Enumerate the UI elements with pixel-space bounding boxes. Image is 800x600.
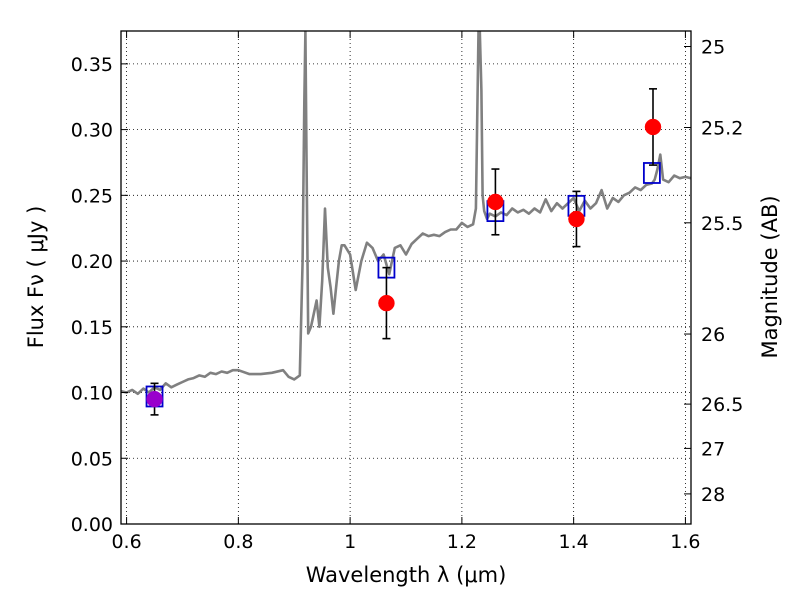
right-tick-label: 25.5 <box>701 213 743 235</box>
observed-point <box>644 118 662 136</box>
y-tick-label: 0.05 <box>71 448 113 470</box>
plot-frame <box>120 30 692 525</box>
right-axis-title: Magnitude (AB) <box>758 195 782 358</box>
observed-point <box>568 210 585 228</box>
observed-point <box>378 294 395 312</box>
right-tick-label: 25.2 <box>701 117 743 139</box>
model-photometry-square <box>642 162 661 184</box>
y-tick-label: 0.20 <box>71 251 113 273</box>
x-tick-label: 1 <box>344 531 356 553</box>
y-tick-label: 0.25 <box>71 185 113 207</box>
y-tick-label: 0.35 <box>71 54 113 76</box>
x-axis-title: Wavelength λ (μm) <box>306 563 507 587</box>
x-tick-label: 1.4 <box>559 531 589 553</box>
observed-point <box>146 390 163 408</box>
error-bars <box>146 88 662 416</box>
y-tick-label: 0.15 <box>71 317 113 339</box>
y-tick-label: 0.30 <box>71 120 113 142</box>
observed-point <box>487 193 504 211</box>
right-tick-label: 27 <box>701 438 725 460</box>
y-tick-label: 0.00 <box>71 514 113 536</box>
right-tick-label: 26 <box>701 324 725 346</box>
right-tick-label: 25 <box>701 37 725 59</box>
axes: 0.6 0.8 1 1.2 1.4 1.6 0.00 0.05 0.10 0.15 0.20 0.25… <box>71 31 743 553</box>
plot-data <box>121 31 691 408</box>
grid-lines <box>121 31 691 525</box>
right-tick-label: 28 <box>701 484 725 506</box>
x-tick-label: 1.6 <box>670 531 700 553</box>
x-tick-label: 1.2 <box>447 531 477 553</box>
x-tick-label: 0.8 <box>223 531 253 553</box>
model-spectrum-line <box>121 31 691 396</box>
x-tick-label: 0.6 <box>111 531 141 553</box>
right-tick-label: 26.5 <box>701 394 743 416</box>
y-axis-title: Flux Fν ( μJy ) <box>24 206 48 349</box>
y-tick-label: 0.10 <box>71 383 113 405</box>
